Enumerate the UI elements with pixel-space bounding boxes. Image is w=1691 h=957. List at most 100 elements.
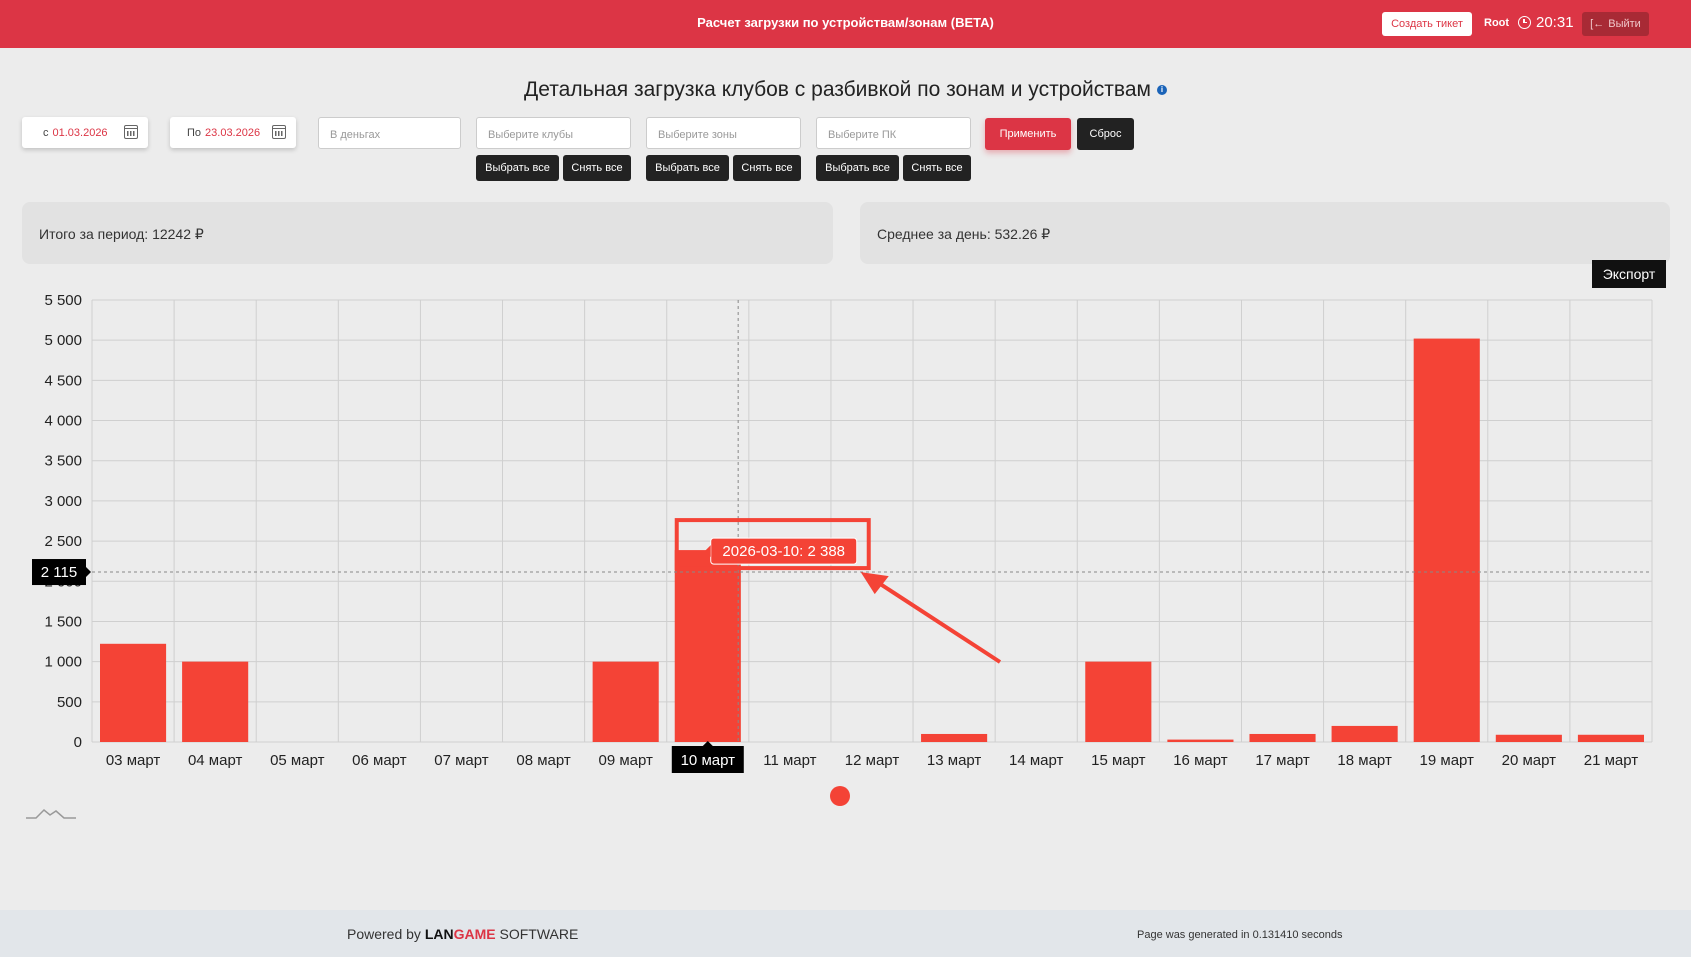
bar[interactable] [921,733,988,742]
brand-lan: LAN [424,926,454,942]
powered-by: Powered by LANGAME SOFTWARE [347,926,578,942]
date-from-picker[interactable]: с 01.03.2026 [22,117,148,148]
x-tick-label: 15 март [1091,752,1146,769]
pc-select-all-button[interactable]: Выбрать все [816,155,899,181]
average-text: Среднее за день: 532.26 ₽ [877,226,1051,242]
x-tick-label: 14 март [1009,752,1064,769]
x-tick-label: 16 март [1173,752,1228,769]
y-tick-label: 5 500 [44,292,82,309]
logout-label: Выйти [1608,18,1641,30]
mode-select[interactable]: В деньгах [318,117,461,149]
chart-overlay: 2 115 2026-03-10: 2 388 [32,300,1652,742]
x-tick-label: 20 март [1502,752,1557,769]
date-from-label: с [43,126,49,139]
page-title-text: Детальная загрузка клубов с разбивкой по… [524,78,1151,101]
total-panel: Итого за период: 12242 ₽ [22,202,833,264]
bar[interactable] [1413,338,1480,742]
date-to-value: 23.03.2026 [205,126,261,139]
create-ticket-button[interactable]: Создать тикет [1382,12,1472,36]
x-tick-label: 17 март [1255,752,1310,769]
bar[interactable] [1085,661,1152,742]
bar[interactable] [100,643,167,742]
y-tick-label: 4 500 [44,372,82,389]
pc-select[interactable]: Выберите ПК [816,117,971,149]
powered-prefix: Powered by [347,926,425,942]
date-from-value: 01.03.2026 [52,126,108,139]
x-tick-label: 13 март [927,752,982,769]
calendar-icon[interactable] [272,125,286,139]
x-tick-highlight-caret [702,741,713,746]
clubs-clear-all-button[interactable]: Снять все [563,155,631,181]
crosshair-y-label-bg [32,559,86,586]
x-tick-label: 03 март [106,752,161,769]
export-button[interactable]: Экспорт [1592,260,1666,288]
total-text: Итого за период: 12242 ₽ [39,226,204,242]
app-title: Расчет загрузки по устройствам/зонам (BE… [697,15,994,30]
crosshair-y-label: 2 115 [41,564,77,581]
bar[interactable] [182,661,249,742]
date-to-picker[interactable]: По 23.03.2026 [170,117,296,148]
brand-game: GAME [453,926,496,942]
sparkline-icon [26,808,76,819]
y-tick-label: 5 000 [44,332,82,349]
zones-clear-all-button[interactable]: Снять все [733,155,801,181]
annotation-arrow [871,577,1002,664]
user-name[interactable]: Root [1484,17,1510,29]
y-tick-label: 4 000 [44,413,82,430]
y-tick-label: 2 500 [44,533,82,550]
bar[interactable] [1331,725,1398,742]
average-panel: Среднее за день: 532.26 ₽ [860,202,1670,264]
x-axis-ticks: 03 март 04 март 05 март 06 март 07 март 08 ма… [106,741,1638,773]
x-tick-label: 18 март [1337,752,1392,769]
generation-time: Page was generated in 0.131410 seconds [1137,929,1343,941]
bar[interactable] [1495,734,1562,742]
x-tick-highlight [671,746,744,773]
logout-button[interactable]: [← Выйти [1582,12,1649,36]
info-icon[interactable]: i [1156,85,1167,96]
bar[interactable] [674,550,741,742]
clubs-select[interactable]: Выберите клубы [476,117,631,149]
clock-icon [1518,16,1531,29]
calendar-icon[interactable] [124,125,138,139]
y-tick-label: 0 [74,734,82,751]
y-tick-label: 3 000 [44,493,82,510]
annotation-box [674,518,871,571]
footer [0,910,1691,957]
bar[interactable] [1577,734,1644,742]
x-tick-label: 07 март [434,752,489,769]
x-tick-label: 05 март [270,752,325,769]
y-tick-label: 1 500 [44,613,82,630]
page-title: Детальная загрузка клубов с разбивкой по… [0,78,1691,102]
apply-button[interactable]: Применить [985,118,1071,150]
annotation-arrow-head [860,572,889,595]
y-tick-label: 1 000 [44,654,82,671]
reset-button[interactable]: Сброс [1077,118,1134,150]
bar[interactable] [1167,739,1234,742]
x-tick-label: 21 март [1584,752,1639,769]
x-tick-label: 19 март [1420,752,1475,769]
x-tick-label: 06 март [352,752,407,769]
logout-icon: [← [1590,18,1605,30]
y-tick-label: 3 500 [44,453,82,470]
date-to-label: По [187,126,202,139]
x-tick-label: 04 март [188,752,243,769]
clock-time: 20:31 [1536,14,1574,31]
x-tick-label: 10 март [681,752,736,769]
chart-scroll-handle[interactable] [830,786,850,806]
brand-suffix: SOFTWARE [495,926,579,942]
zones-select[interactable]: Выберите зоны [646,117,801,149]
x-tick-label: 12 март [845,752,900,769]
pc-clear-all-button[interactable]: Снять все [903,155,971,181]
chart-bars [100,338,1644,742]
bar[interactable] [1249,733,1316,742]
x-tick-label: 08 март [516,752,571,769]
bar[interactable] [592,661,659,742]
x-tick-label: 09 март [598,752,653,769]
clubs-select-all-button[interactable]: Выбрать все [476,155,559,181]
tooltip-text: 2026-03-10: 2 388 [722,543,845,560]
zones-select-all-button[interactable]: Выбрать все [646,155,729,181]
y-tick-label: 500 [57,694,82,711]
x-tick-label: 11 март [763,752,816,769]
